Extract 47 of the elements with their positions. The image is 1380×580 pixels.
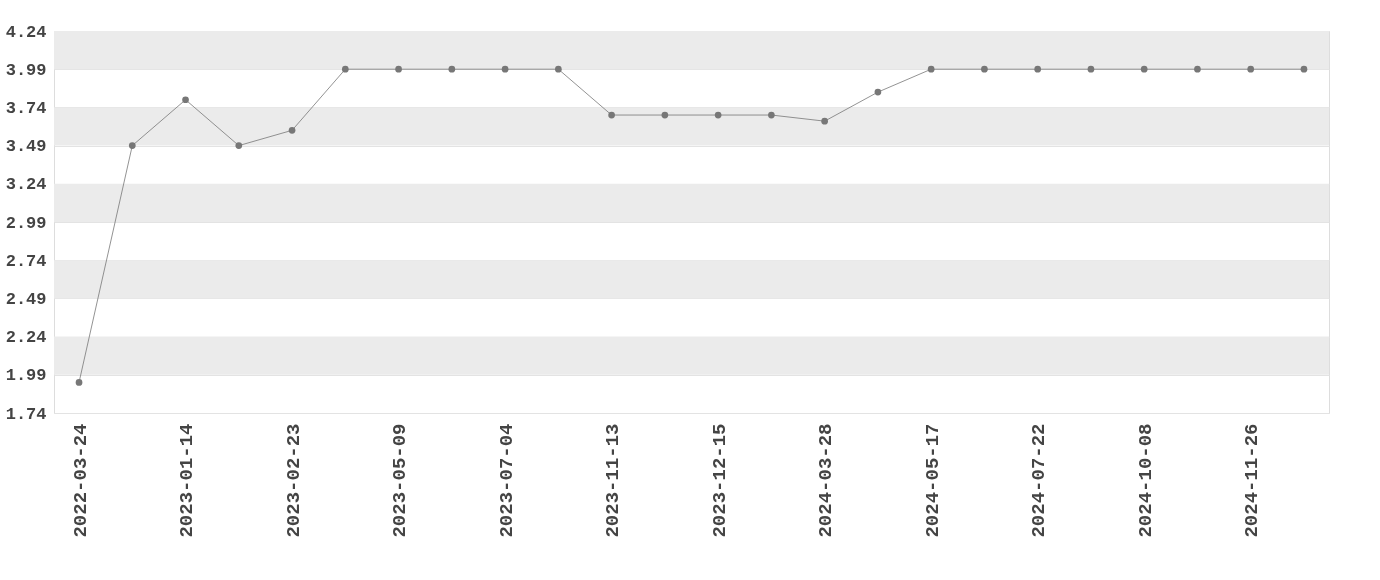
x-tick-label: 2023-12-15: [708, 423, 731, 538]
point: [768, 111, 775, 119]
x-tick-label: 2023-11-13: [602, 423, 625, 538]
point: [661, 111, 669, 119]
y-tick-label: 1.99: [5, 366, 47, 386]
x-tick-label: 2024-10-08: [1134, 423, 1157, 538]
point: [448, 65, 456, 73]
x-tick-label: 2024-11-26: [1241, 423, 1264, 538]
point: [75, 379, 83, 386]
x-tick-label: 2023-02-23: [282, 423, 305, 538]
x-tick-label: 2023-07-04: [495, 423, 518, 538]
point: [182, 96, 189, 104]
x-tick-label: 2024-05-17: [921, 423, 944, 538]
y-tick-label: 3.74: [5, 98, 47, 118]
y-tick-label: 4.24: [5, 22, 47, 42]
point: [927, 65, 935, 73]
point: [821, 117, 828, 125]
x-tick-label: 2022-03-24: [69, 423, 92, 538]
point: [1300, 65, 1308, 73]
point: [1247, 65, 1255, 73]
y-tick-label: 2.24: [5, 328, 47, 348]
point: [501, 65, 509, 73]
y-tick-label: 3.24: [5, 175, 47, 195]
y-tick-label: 2.99: [5, 213, 47, 233]
x-tick-label: 2024-07-22: [1028, 423, 1051, 538]
x-tick-label: 2023-01-14: [176, 423, 199, 538]
y-tick-label: 3.99: [5, 60, 47, 80]
point: [235, 142, 243, 149]
point: [1194, 65, 1201, 73]
point: [714, 111, 722, 119]
point: [128, 142, 136, 149]
point: [555, 65, 562, 73]
point: [1140, 65, 1148, 73]
point: [608, 111, 615, 119]
y-tick-label: 1.74: [5, 404, 47, 424]
y-tick-label: 3.49: [5, 137, 47, 157]
y-tick-label: 2.74: [5, 251, 47, 271]
point: [288, 126, 296, 134]
point: [981, 65, 988, 73]
y-tick-label: 2.49: [5, 289, 47, 309]
point: [341, 65, 349, 73]
point: [1087, 65, 1095, 73]
x-tick-label: 2023-05-09: [389, 423, 412, 538]
point: [1034, 65, 1042, 73]
x-tick-label: 2024-03-28: [815, 423, 838, 538]
point: [874, 88, 882, 96]
point: [395, 65, 402, 73]
